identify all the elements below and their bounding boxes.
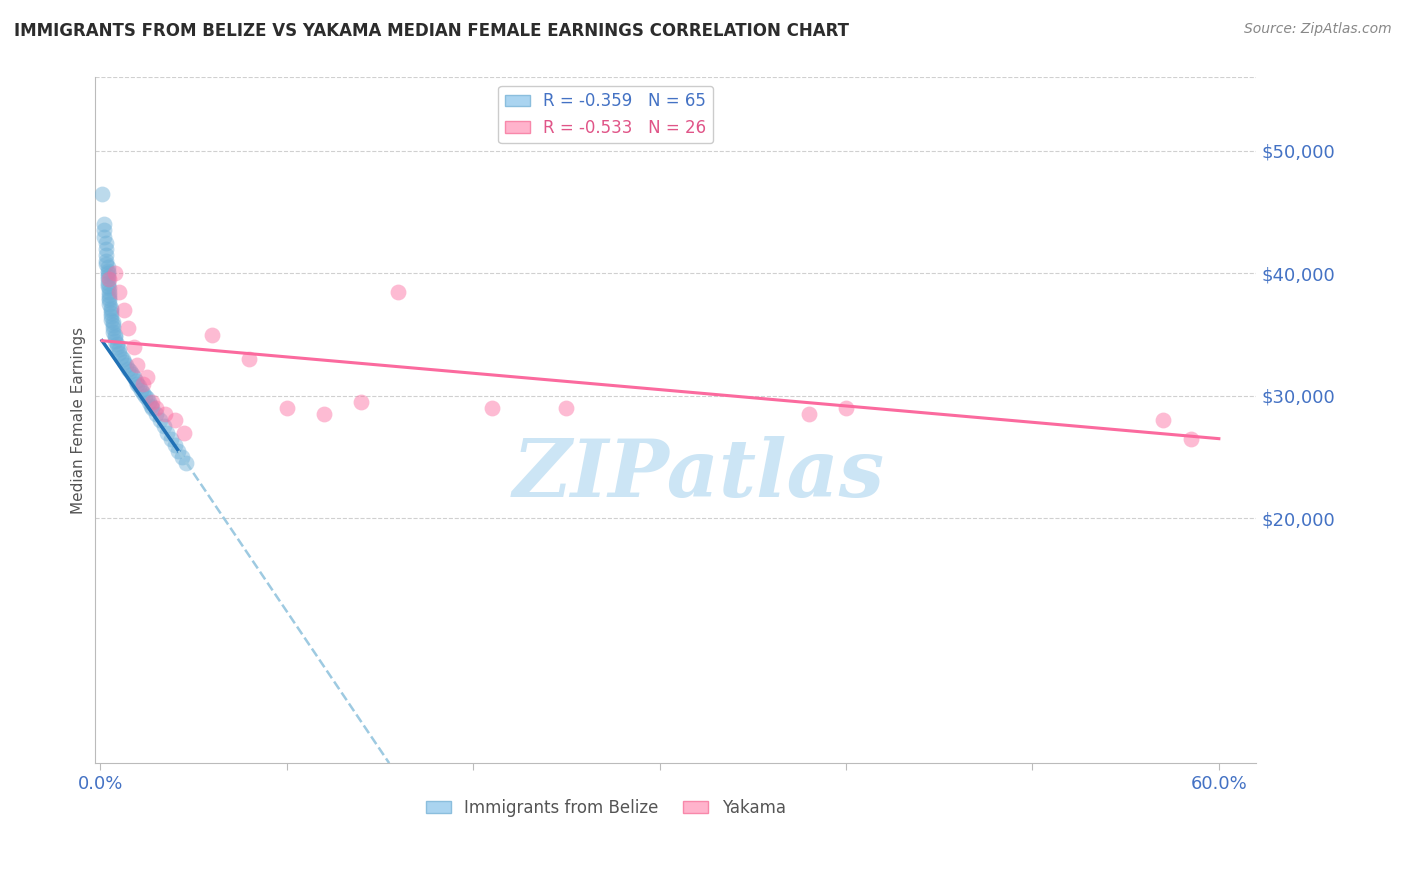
Point xyxy=(110,350,132,364)
Point xyxy=(145,407,167,421)
Point xyxy=(97,272,120,286)
Point xyxy=(100,313,122,327)
Point xyxy=(160,432,183,446)
Point xyxy=(94,235,117,250)
Point xyxy=(98,297,121,311)
Point xyxy=(135,370,157,384)
Point xyxy=(104,327,127,342)
Point xyxy=(97,276,120,290)
Point xyxy=(174,456,197,470)
Point xyxy=(94,256,117,270)
Point xyxy=(173,425,195,440)
Point xyxy=(97,260,120,275)
Point xyxy=(481,401,503,415)
Point xyxy=(115,358,138,372)
Point xyxy=(104,330,127,344)
Point xyxy=(312,407,335,421)
Point xyxy=(129,383,152,397)
Point xyxy=(121,367,143,381)
Point xyxy=(100,303,122,318)
Point xyxy=(276,401,298,415)
Point xyxy=(97,264,120,278)
Point xyxy=(135,391,157,405)
Point xyxy=(152,419,174,434)
Point xyxy=(108,346,131,360)
Point xyxy=(108,285,131,299)
Point xyxy=(350,395,373,409)
Point xyxy=(117,321,139,335)
Point xyxy=(149,413,172,427)
Point xyxy=(108,343,131,357)
Text: IMMIGRANTS FROM BELIZE VS YAKAMA MEDIAN FEMALE EARNINGS CORRELATION CHART: IMMIGRANTS FROM BELIZE VS YAKAMA MEDIAN … xyxy=(14,22,849,40)
Point xyxy=(117,362,139,376)
Point xyxy=(139,399,162,413)
Point xyxy=(145,401,167,415)
Point xyxy=(94,248,117,262)
Point xyxy=(132,376,155,391)
Point xyxy=(98,272,121,286)
Point xyxy=(141,395,163,409)
Point xyxy=(163,413,186,427)
Point xyxy=(100,301,122,315)
Point xyxy=(94,242,117,256)
Point xyxy=(835,401,858,415)
Point xyxy=(118,364,141,378)
Point xyxy=(93,218,115,232)
Point xyxy=(201,327,224,342)
Point xyxy=(797,407,820,421)
Point xyxy=(93,223,115,237)
Point xyxy=(97,278,120,293)
Point xyxy=(105,340,128,354)
Legend: Immigrants from Belize, Yakama: Immigrants from Belize, Yakama xyxy=(419,792,793,823)
Y-axis label: Median Female Earnings: Median Female Earnings xyxy=(72,326,86,514)
Point xyxy=(103,318,125,332)
Point xyxy=(387,285,409,299)
Point xyxy=(132,386,155,401)
Point xyxy=(93,229,115,244)
Point xyxy=(238,352,260,367)
Text: ZIPatlas: ZIPatlas xyxy=(513,436,884,514)
Point xyxy=(127,376,149,391)
Point xyxy=(172,450,194,464)
Point xyxy=(97,266,120,280)
Point xyxy=(163,438,186,452)
Point xyxy=(103,321,125,335)
Point xyxy=(122,370,145,384)
Point xyxy=(155,407,177,421)
Text: Source: ZipAtlas.com: Source: ZipAtlas.com xyxy=(1244,22,1392,37)
Point xyxy=(94,254,117,268)
Point xyxy=(91,186,114,201)
Point xyxy=(138,395,160,409)
Point xyxy=(127,358,149,372)
Point xyxy=(1152,413,1174,427)
Point xyxy=(112,303,135,318)
Point xyxy=(124,374,146,388)
Point xyxy=(100,305,122,319)
Point xyxy=(141,401,163,415)
Point xyxy=(103,325,125,339)
Point xyxy=(100,309,122,323)
Point xyxy=(156,425,179,440)
Point xyxy=(104,266,127,280)
Point xyxy=(555,401,578,415)
Point xyxy=(128,379,150,393)
Point xyxy=(1180,432,1202,446)
Point xyxy=(134,389,156,403)
Point xyxy=(111,352,134,367)
Point xyxy=(98,281,121,295)
Point xyxy=(98,285,121,299)
Point xyxy=(98,291,121,305)
Point xyxy=(104,334,127,348)
Point xyxy=(167,443,190,458)
Point xyxy=(105,337,128,351)
Point xyxy=(98,288,121,302)
Point xyxy=(112,354,135,368)
Point xyxy=(97,268,120,283)
Point xyxy=(122,340,145,354)
Point xyxy=(103,315,125,329)
Point xyxy=(98,293,121,308)
